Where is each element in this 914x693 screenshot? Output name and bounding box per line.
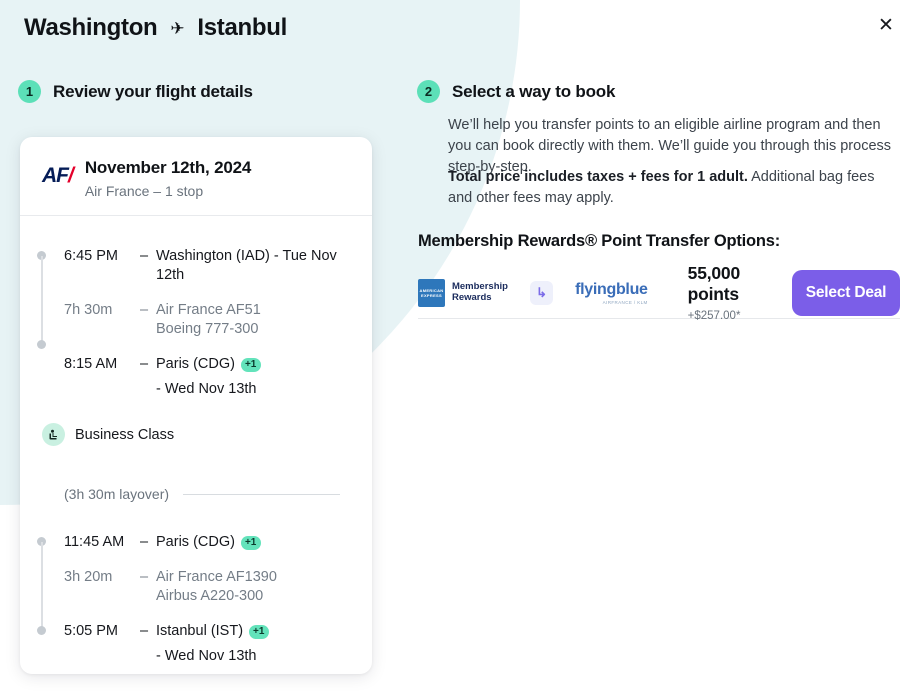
step-1-title: Review your flight details: [53, 81, 253, 101]
layover-row: (3h 30m layover): [64, 486, 348, 502]
flying-blue-logo: flyingblue AIRFRANCE / KLM: [575, 280, 648, 305]
cabin-class-label: Business Class: [75, 426, 175, 443]
step-1-heading: 1 Review your flight details: [18, 80, 253, 103]
flight-summary: Air France – 1 stop: [84, 183, 204, 199]
seat-icon: [42, 423, 65, 446]
price-note-bold: Total price includes taxes + fees for 1 …: [448, 169, 748, 185]
plus-one-day-badge: +1: [240, 535, 262, 550]
plus-one-day-badge: +1: [240, 357, 262, 372]
flight-segment-1: 6:45 PM – Washington (IAD) - Tue Nov 12t…: [37, 247, 348, 446]
transfer-deal-row: AMERICAN EXPRESS Membership Rewards ↳ fl…: [418, 263, 900, 322]
air-france-logo: AF/: [42, 164, 74, 187]
points-amount: 55,000 points: [687, 263, 741, 304]
timeline-dot: [37, 251, 46, 260]
arrival-date: - Wed Nov 13th: [156, 381, 257, 397]
flight-timeline: 6:45 PM – Washington (IAD) - Tue Nov 12t…: [20, 215, 372, 674]
transfer-arrow-icon: ↳: [529, 280, 554, 305]
flight-segment-2: 11:45 AM – Paris (CDG) +1 3h 20m – Air F…: [37, 533, 348, 674]
step-2-number-badge: 2: [417, 80, 440, 103]
cash-fees: +$257.00*: [687, 310, 741, 322]
aircraft-type: Boeing 777-300: [156, 321, 259, 337]
departure-place: Paris (CDG): [156, 534, 235, 550]
flight-details-card: AF/ November 12th, 2024 Air France – 1 s…: [20, 137, 372, 674]
flight-date: November 12th, 2024: [84, 158, 252, 177]
step-2-title: Select a way to book: [452, 81, 616, 101]
departure-place: Washington (IAD) - Tue Nov 12th: [156, 248, 337, 283]
timeline-line: [40, 542, 43, 631]
timeline-dot: [37, 537, 46, 546]
destination-city: Istanbul: [197, 14, 287, 41]
flight-number: Air France AF51: [156, 302, 261, 318]
arrival-place: Paris (CDG): [156, 356, 235, 372]
flight-card-header: AF/ November 12th, 2024 Air France – 1 s…: [20, 137, 372, 215]
transfer-options-heading: Membership Rewards® Point Transfer Optio…: [418, 232, 781, 250]
plus-one-day-badge: +1: [249, 624, 270, 639]
timeline-dot: [37, 626, 46, 635]
arrival-place: Istanbul (IST): [156, 623, 244, 639]
departure-row: 6:45 PM – Washington (IAD) - Tue Nov 12t…: [64, 247, 348, 285]
plane-icon: ✈: [170, 19, 185, 38]
close-button[interactable]: ✕: [872, 12, 900, 40]
close-icon: ✕: [878, 15, 894, 36]
price-note: Total price includes taxes + fees for 1 …: [448, 167, 900, 209]
flight-number-aircraft: Air France AF1390 Airbus A220-300: [156, 568, 348, 606]
layover-duration: (3h 30m layover): [64, 486, 170, 502]
arrival-time: 8:15 AM: [64, 356, 118, 372]
price-note-rest: Additional bag fees and other fees may a…: [448, 169, 875, 206]
flight-info-row: 3h 20m – Air France AF1390 Airbus A220-3…: [64, 568, 348, 606]
membership-rewards-label: Membership Rewards: [451, 281, 508, 303]
flight-number-aircraft: Air France AF51 Boeing 777-300: [156, 301, 348, 339]
aircraft-type: Airbus A220-300: [156, 588, 264, 604]
arrival-time: 5:05 PM: [64, 623, 118, 639]
departure-time: 11:45 AM: [64, 534, 125, 550]
points-price-block: 55,000 points +$257.00*: [688, 263, 792, 322]
departure-time: 6:45 PM: [64, 248, 118, 264]
flight-info-row: 7h 30m – Air France AF51 Boeing 777-300: [64, 301, 348, 339]
booking-description: We’ll help you transfer points to an eli…: [448, 117, 892, 175]
timeline-dot: [37, 340, 46, 349]
timeline-line: [40, 256, 43, 345]
arrival-row: 5:05 PM – Istanbul (IST) +1 - Wed Nov 13…: [64, 622, 348, 666]
departure-row: 11:45 AM – Paris (CDG) +1: [64, 533, 348, 552]
amex-logo: AMERICAN EXPRESS: [418, 278, 445, 307]
flight-number: Air France AF1390: [156, 569, 277, 585]
step-1-number-badge: 1: [18, 80, 41, 103]
layover-divider: [183, 493, 340, 495]
origin-city: Washington: [24, 14, 158, 41]
arrival-row: 8:15 AM – Paris (CDG) +1 - Wed Nov 13th: [64, 355, 348, 399]
select-deal-button[interactable]: Select Deal: [792, 269, 900, 316]
route-title: Washington ✈ Istanbul: [24, 14, 287, 42]
arrival-date: - Wed Nov 13th: [156, 648, 257, 664]
flight-duration: 3h 20m: [64, 569, 113, 585]
cabin-class-row: Business Class: [42, 423, 348, 446]
step-2-heading: 2 Select a way to book: [417, 80, 615, 103]
flight-duration: 7h 30m: [64, 302, 113, 318]
